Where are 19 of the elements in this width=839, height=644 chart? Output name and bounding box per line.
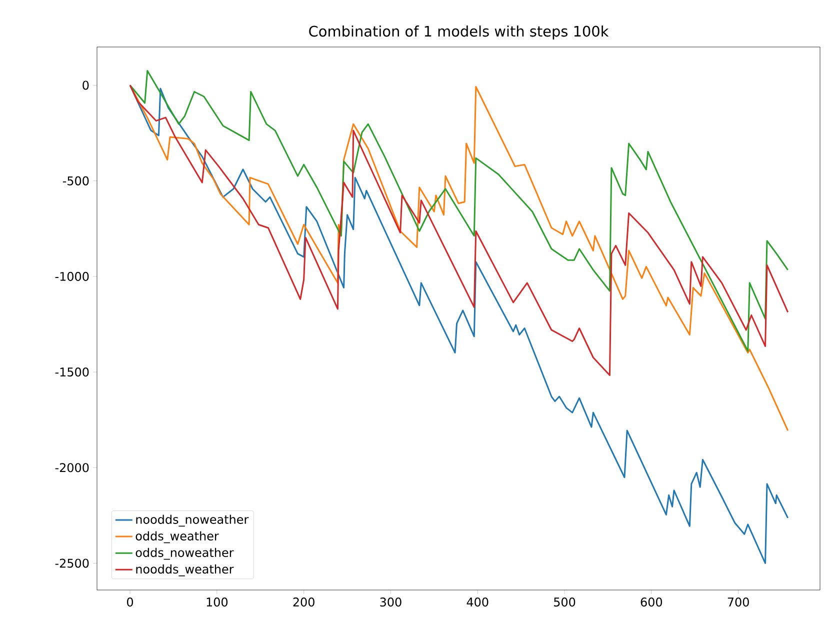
y-tick-label: -500 <box>62 176 89 186</box>
y-tick-label: -1500 <box>55 368 89 377</box>
x-tick-label: 200 <box>293 598 314 607</box>
chart-title: Combination of 1 models with steps 100k <box>309 26 609 40</box>
y-tick-label: -2500 <box>55 558 89 568</box>
x-tick-label: 500 <box>554 598 576 607</box>
x-tick-label: 700 <box>728 598 749 607</box>
x-tick-label: 100 <box>206 598 228 607</box>
y-tick-label: 0 <box>82 80 89 90</box>
y-tick-label: -1000 <box>55 272 89 281</box>
legend-label: noodds_noweather <box>136 514 249 527</box>
legend-label: noodds_weather <box>136 564 234 576</box>
x-tick-label: 0 <box>127 598 134 607</box>
x-tick-label: 600 <box>640 598 662 607</box>
y-tick-label: -2000 <box>55 463 89 472</box>
x-tick-label: 400 <box>466 598 488 607</box>
x-tick-label: 300 <box>380 598 402 607</box>
legend-label: odds_weather <box>136 531 219 544</box>
legend-label: odds_noweather <box>136 548 234 560</box>
